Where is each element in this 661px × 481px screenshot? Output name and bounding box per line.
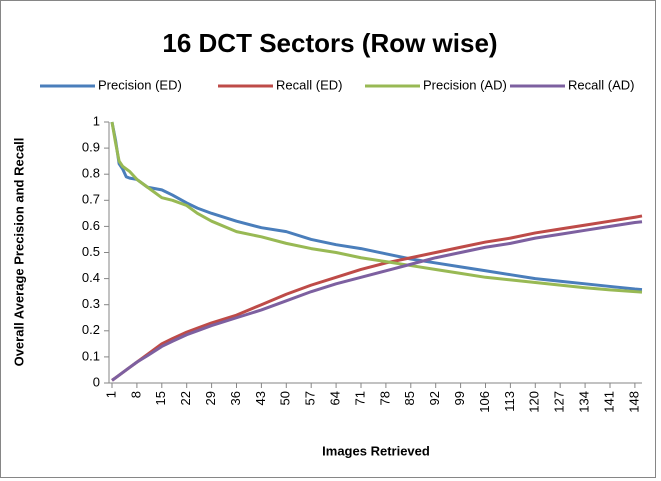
x-tick-label: 148 — [626, 391, 641, 413]
chart-title: 16 DCT Sectors (Row wise) — [162, 28, 497, 58]
x-tick-label: 29 — [203, 391, 218, 405]
y-tick-label: 0.4 — [82, 270, 100, 285]
y-tick-label: 1 — [93, 113, 100, 128]
y-tick-label: 0.5 — [82, 244, 100, 259]
x-tick-label: 71 — [352, 391, 367, 405]
x-tick-label: 8 — [128, 391, 143, 398]
legend-label: Recall (ED) — [276, 77, 342, 92]
y-tick-label: 0 — [93, 374, 100, 389]
y-tick-label: 0.9 — [82, 140, 100, 155]
y-tick-label: 0.7 — [82, 192, 100, 207]
legend-label: Recall (AD) — [568, 77, 634, 92]
x-tick-label: 78 — [377, 391, 392, 405]
x-tick-label: 134 — [577, 391, 592, 413]
x-axis-title: Images Retrieved — [322, 443, 430, 458]
series-line — [110, 121, 643, 292]
y-tick-label: 0.6 — [82, 218, 100, 233]
y-tick-label: 0.1 — [82, 348, 100, 363]
series-line — [110, 121, 643, 294]
y-tick-label: 0.3 — [82, 296, 100, 311]
x-tick-label: 50 — [278, 391, 293, 405]
y-axis-title: Overall Average Precision and Recall — [11, 138, 26, 367]
x-tick-label: 15 — [153, 391, 168, 405]
x-tick-label: 92 — [427, 391, 442, 405]
x-tick-label: 1 — [103, 391, 118, 398]
x-tick-label: 85 — [402, 391, 417, 405]
x-tick-label: 113 — [502, 391, 517, 412]
x-tick-label: 120 — [527, 391, 542, 413]
x-tick-label: 106 — [477, 391, 492, 413]
y-tick-label: 0.2 — [82, 322, 100, 337]
y-tick-label: 0.8 — [82, 166, 100, 181]
x-tick-label: 36 — [228, 391, 243, 405]
series-line — [111, 220, 643, 382]
legend-label: Precision (AD) — [423, 77, 507, 92]
legend-label: Precision (ED) — [98, 77, 182, 92]
x-tick-label: 127 — [552, 391, 567, 413]
x-tick-label: 57 — [303, 391, 318, 405]
x-tick-label: 141 — [601, 391, 616, 413]
x-tick-label: 43 — [253, 391, 268, 405]
x-tick-label: 64 — [328, 391, 343, 405]
x-tick-label: 22 — [178, 391, 193, 405]
x-tick-label: 99 — [452, 391, 467, 405]
